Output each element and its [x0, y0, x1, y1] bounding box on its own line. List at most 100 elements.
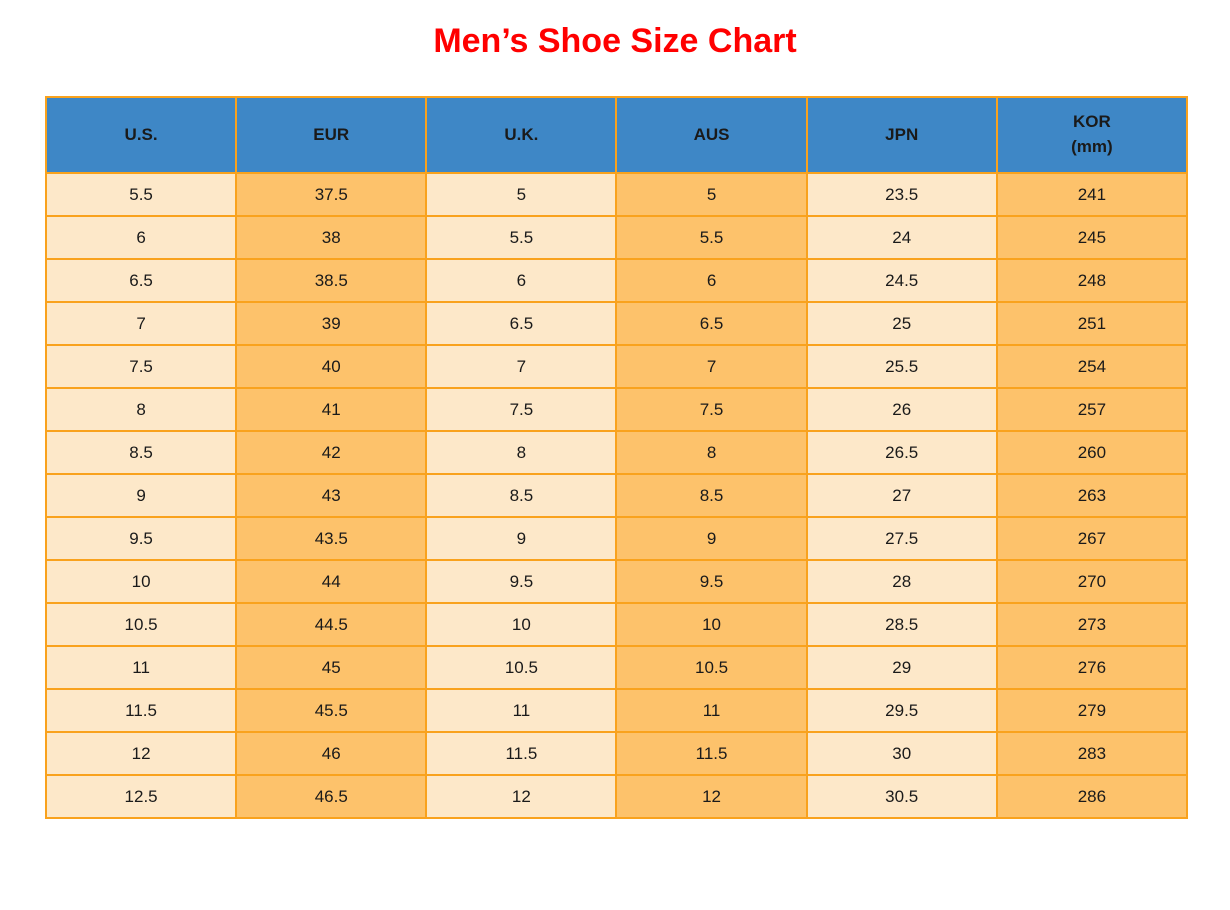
cell-aus: 8.5: [615, 473, 808, 518]
cell-eur: 45.5: [235, 688, 428, 733]
cell-aus: 7.5: [615, 387, 808, 432]
column-header-jpn-label: JPN: [885, 124, 919, 144]
cell-kor: 241: [995, 172, 1189, 217]
cell-uk: 11.5: [425, 731, 618, 776]
column-header-aus-label: AUS: [693, 124, 730, 144]
cell-eur: 45: [235, 645, 428, 690]
cell-jpn: 28: [805, 559, 998, 604]
cell-kor: 276: [995, 645, 1189, 690]
column-header-kor: KOR (mm): [995, 96, 1189, 174]
cell-eur: 40: [235, 344, 428, 389]
cell-jpn: 26.5: [805, 430, 998, 475]
cell-kor: 260: [995, 430, 1189, 475]
cell-jpn: 25: [805, 301, 998, 346]
cell-kor: 267: [995, 516, 1189, 561]
cell-jpn: 23.5: [805, 172, 998, 217]
cell-jpn: 25.5: [805, 344, 998, 389]
cell-us: 10.5: [44, 602, 238, 647]
cell-aus: 9.5: [615, 559, 808, 604]
cell-uk: 10: [425, 602, 618, 647]
cell-us: 9.5: [44, 516, 238, 561]
table-row: 12 46 11.5 11.5 30 283: [44, 731, 1189, 776]
cell-us: 12: [44, 731, 238, 776]
cell-aus: 9: [615, 516, 808, 561]
cell-jpn: 26: [805, 387, 998, 432]
cell-aus: 11: [615, 688, 808, 733]
cell-us: 12.5: [44, 774, 238, 819]
cell-eur: 46.5: [235, 774, 428, 819]
cell-aus: 6.5: [615, 301, 808, 346]
column-header-uk-label: U.K.: [504, 124, 539, 144]
table-row: 6.5 38.5 6 6 24.5 248: [44, 258, 1189, 303]
table-row: 6 38 5.5 5.5 24 245: [44, 215, 1189, 260]
cell-us: 5.5: [44, 172, 238, 217]
cell-jpn: 24: [805, 215, 998, 260]
table-row: 10 44 9.5 9.5 28 270: [44, 559, 1189, 604]
cell-jpn: 27: [805, 473, 998, 518]
cell-us: 9: [44, 473, 238, 518]
cell-eur: 43.5: [235, 516, 428, 561]
cell-eur: 37.5: [235, 172, 428, 217]
cell-eur: 44.5: [235, 602, 428, 647]
cell-jpn: 27.5: [805, 516, 998, 561]
cell-kor: 245: [995, 215, 1189, 260]
cell-kor: 257: [995, 387, 1189, 432]
cell-jpn: 30.5: [805, 774, 998, 819]
cell-jpn: 29: [805, 645, 998, 690]
cell-eur: 38: [235, 215, 428, 260]
cell-uk: 6: [425, 258, 618, 303]
column-header-us-label: U.S.: [124, 124, 158, 144]
cell-us: 11.5: [44, 688, 238, 733]
table-row: 7.5 40 7 7 25.5 254: [44, 344, 1189, 389]
cell-uk: 11: [425, 688, 618, 733]
table-body: 5.5 37.5 5 5 23.5 241 6 38 5.5 5.5 24 24…: [44, 172, 1189, 819]
cell-uk: 5: [425, 172, 618, 217]
shoe-size-table: U.S. EUR U.K. AUS JPN KOR (mm): [44, 96, 1189, 819]
cell-jpn: 24.5: [805, 258, 998, 303]
cell-eur: 46: [235, 731, 428, 776]
cell-uk: 9.5: [425, 559, 618, 604]
cell-kor: 283: [995, 731, 1189, 776]
cell-uk: 12: [425, 774, 618, 819]
cell-uk: 10.5: [425, 645, 618, 690]
cell-eur: 44: [235, 559, 428, 604]
column-header-jpn: JPN: [805, 96, 998, 174]
table-row: 8.5 42 8 8 26.5 260: [44, 430, 1189, 475]
cell-us: 7.5: [44, 344, 238, 389]
table-header-row: U.S. EUR U.K. AUS JPN KOR (mm): [44, 96, 1189, 174]
cell-aus: 5: [615, 172, 808, 217]
table-row: 7 39 6.5 6.5 25 251: [44, 301, 1189, 346]
cell-us: 8: [44, 387, 238, 432]
cell-us: 7: [44, 301, 238, 346]
cell-aus: 6: [615, 258, 808, 303]
table-row: 11.5 45.5 11 11 29.5 279: [44, 688, 1189, 733]
cell-uk: 5.5: [425, 215, 618, 260]
cell-eur: 41: [235, 387, 428, 432]
cell-uk: 7: [425, 344, 618, 389]
cell-us: 6.5: [44, 258, 238, 303]
cell-kor: 286: [995, 774, 1189, 819]
cell-us: 11: [44, 645, 238, 690]
cell-aus: 5.5: [615, 215, 808, 260]
cell-kor: 273: [995, 602, 1189, 647]
cell-aus: 10: [615, 602, 808, 647]
table-row: 11 45 10.5 10.5 29 276: [44, 645, 1189, 690]
table-row: 12.5 46.5 12 12 30.5 286: [44, 774, 1189, 819]
cell-jpn: 28.5: [805, 602, 998, 647]
cell-aus: 8: [615, 430, 808, 475]
cell-kor: 251: [995, 301, 1189, 346]
cell-aus: 11.5: [615, 731, 808, 776]
cell-jpn: 29.5: [805, 688, 998, 733]
cell-eur: 38.5: [235, 258, 428, 303]
cell-kor: 254: [995, 344, 1189, 389]
cell-eur: 39: [235, 301, 428, 346]
table-row: 8 41 7.5 7.5 26 257: [44, 387, 1189, 432]
cell-jpn: 30: [805, 731, 998, 776]
cell-aus: 12: [615, 774, 808, 819]
table-row: 5.5 37.5 5 5 23.5 241: [44, 172, 1189, 217]
page-title: Men’s Shoe Size Chart: [433, 22, 797, 60]
cell-uk: 9: [425, 516, 618, 561]
column-header-kor-sub: (mm): [1071, 137, 1113, 156]
cell-uk: 7.5: [425, 387, 618, 432]
